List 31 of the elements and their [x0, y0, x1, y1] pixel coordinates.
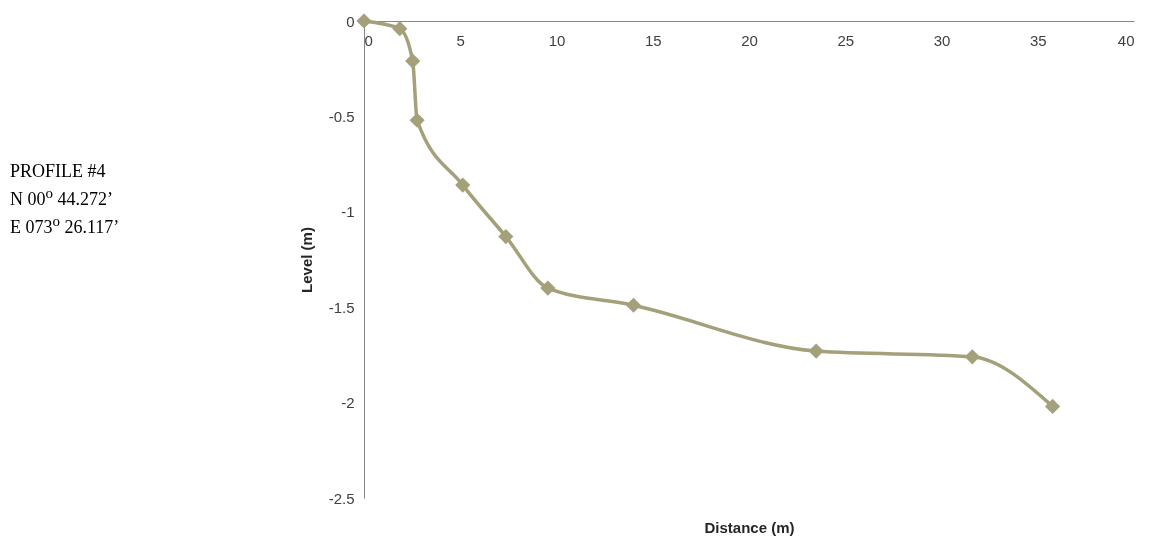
point: [409, 112, 425, 128]
x-axis-title: Distance (m): [704, 518, 795, 536]
y-tick-label: -1.5: [328, 298, 355, 316]
point: [498, 229, 514, 245]
point: [540, 280, 556, 296]
x-tick-label: 10: [548, 31, 566, 49]
y-tick-label: 0: [346, 12, 355, 30]
text: PROFILE #4: [10, 160, 107, 182]
y-tick-label: -0.5: [328, 107, 355, 125]
x-tick-label: 30: [933, 31, 951, 49]
point: [625, 297, 642, 313]
point: [455, 177, 471, 193]
x-tick-label: 40: [1117, 31, 1135, 49]
point: [964, 349, 980, 365]
point: [1044, 398, 1061, 414]
point: [392, 21, 408, 37]
x-tick-label: 35: [1029, 31, 1047, 49]
y-tick-label: -2: [341, 394, 355, 412]
text: E 073$^{o}$ 26.117’: [10, 212, 120, 238]
point: [405, 53, 421, 69]
x-tick-label: 15: [644, 31, 662, 49]
x-tick-label: 5: [456, 31, 465, 49]
y-tick-label: -2.5: [328, 489, 355, 507]
x-tick-label: 20: [741, 31, 758, 49]
y-axis-title: Level (m): [297, 227, 315, 293]
point: [808, 343, 824, 359]
x-tick-label: 25: [837, 31, 855, 49]
x-tick-label: 0: [364, 31, 373, 49]
text: N 00$^{o}$ 44.272’: [10, 184, 114, 210]
point: [356, 13, 372, 29]
y-tick-label: -1: [341, 203, 355, 221]
